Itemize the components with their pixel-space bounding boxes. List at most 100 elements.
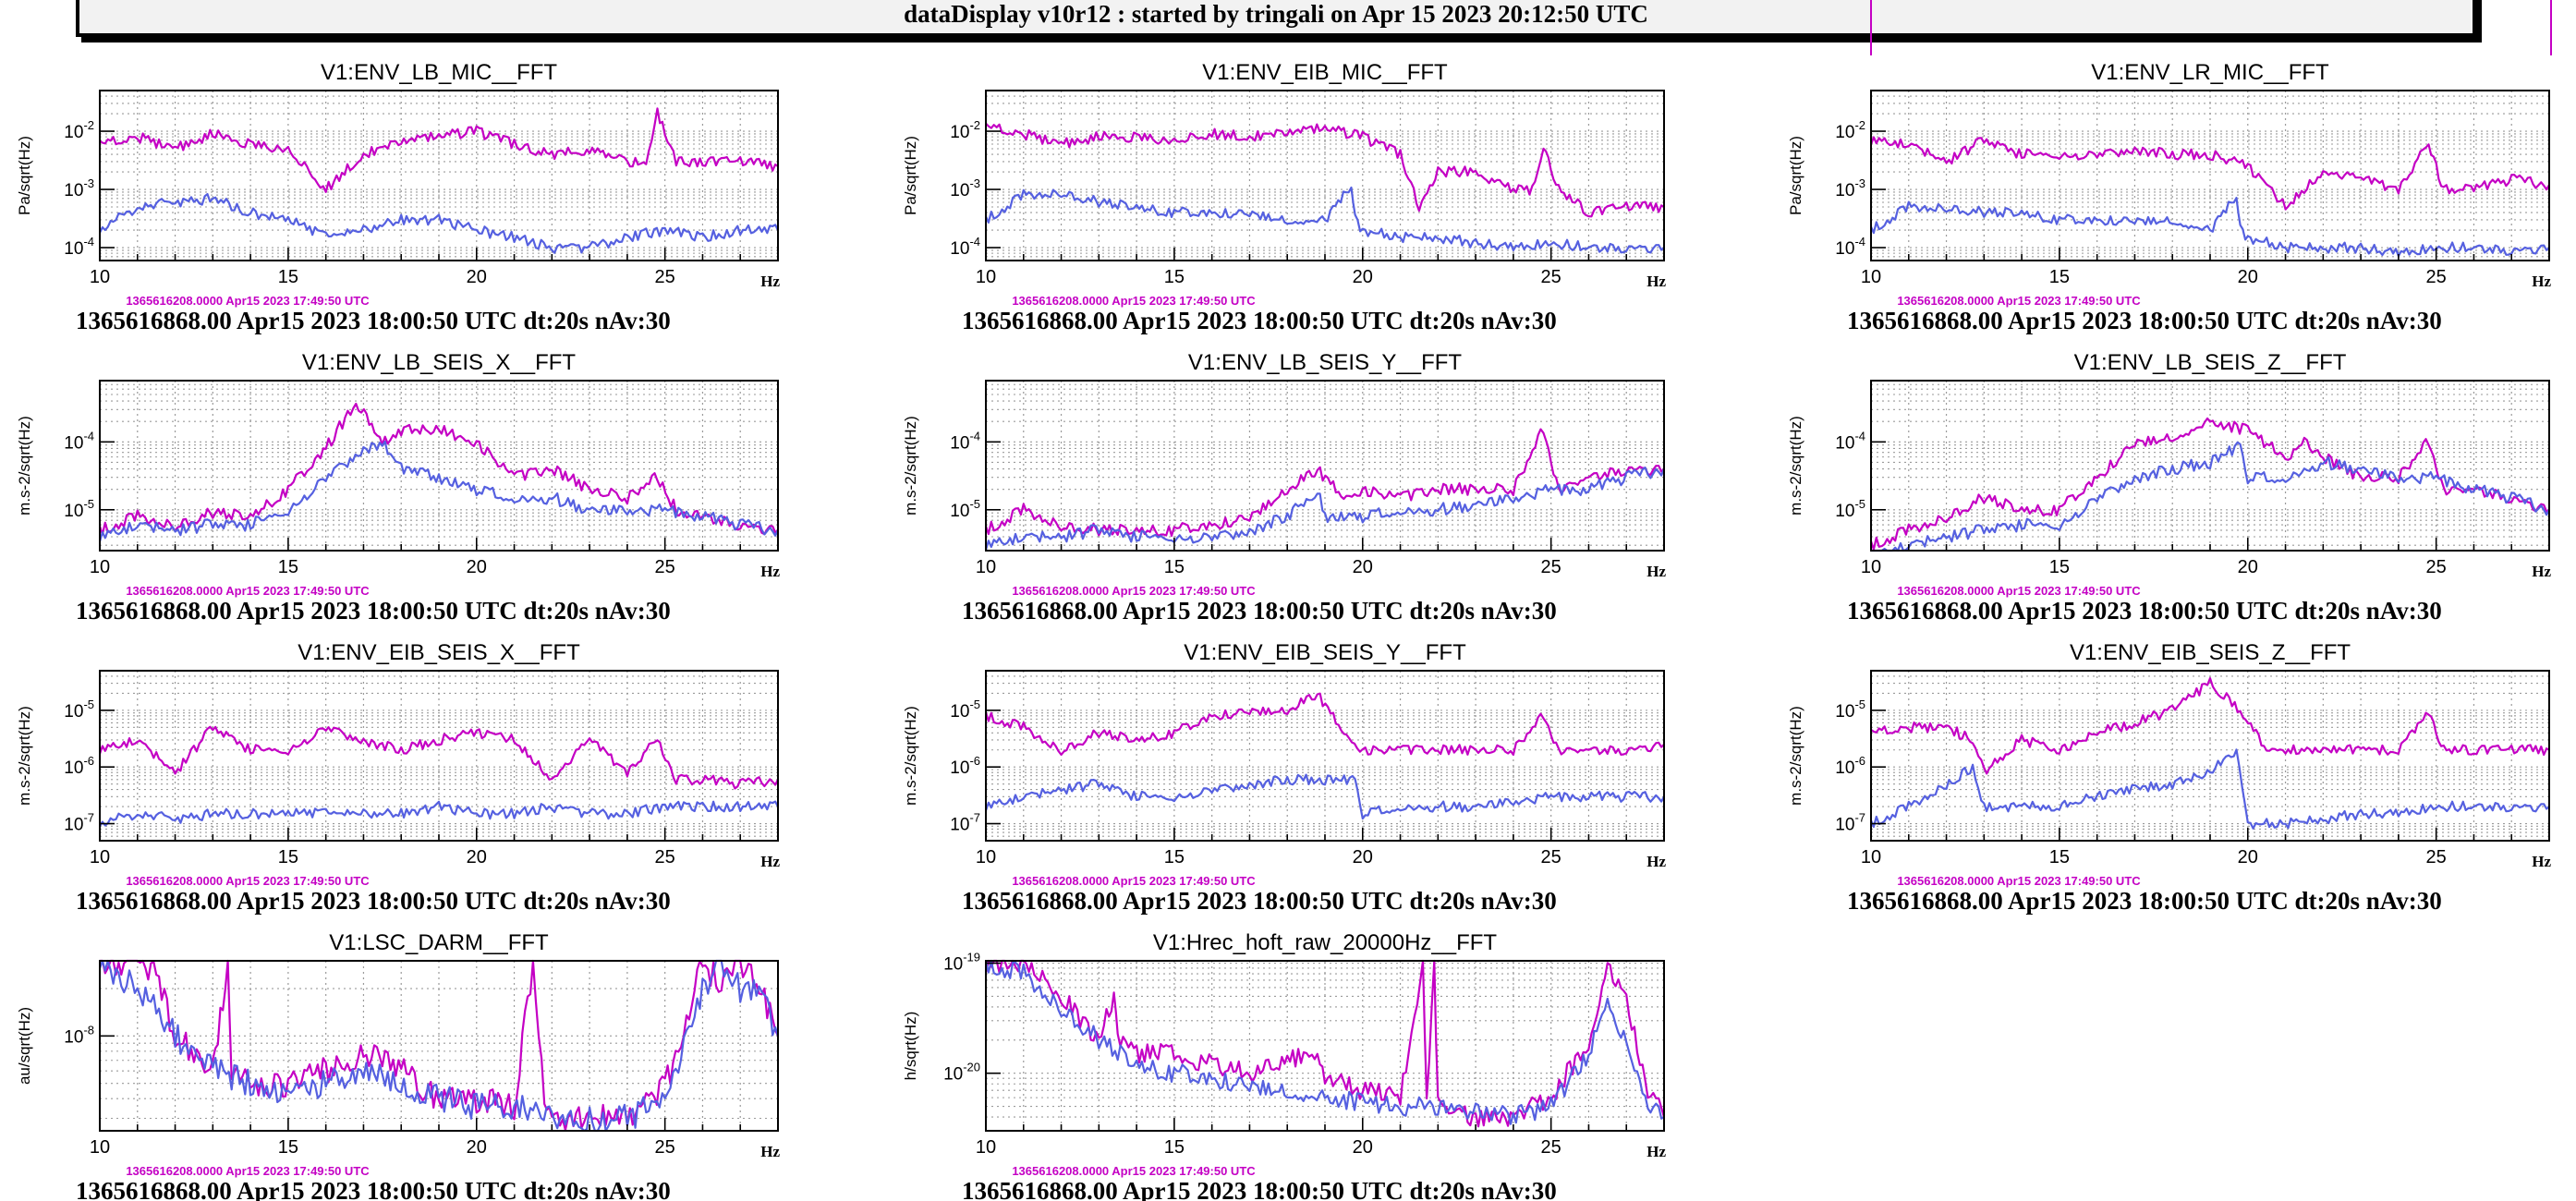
y-tick-label: 10-5 xyxy=(1835,698,1865,722)
y-tick-label: 10-5 xyxy=(64,698,94,722)
footer-timestamp: 1365616868.00 Apr15 2023 18:00:50 UTC dt… xyxy=(962,887,1557,915)
y-axis-label: m.s-2/sqrt(Hz) xyxy=(902,416,919,516)
chart-panel: 10 15 20 25 Hz 10-4 10-5 V1:ENV_LB_SEIS_X__FFTm… xyxy=(16,350,780,625)
series-line-magenta xyxy=(1869,417,2550,551)
reference-timestamp: 1365616208.0000 Apr15 2023 17:49:50 UTC xyxy=(1012,1164,1256,1178)
x-tick-label: 25 xyxy=(655,557,675,577)
footer-timestamp: 1365616868.00 Apr15 2023 18:00:50 UTC dt… xyxy=(1847,887,2442,915)
series-line-blue xyxy=(1869,748,2550,830)
x-tick-label: 10 xyxy=(90,1137,110,1158)
x-tick-label: 15 xyxy=(278,557,298,577)
chart-title: V1:ENV_EIB_SEIS_X__FFT xyxy=(298,640,580,665)
y-axis-label: au/sqrt(Hz) xyxy=(16,1007,33,1085)
series-line-magenta xyxy=(98,402,779,536)
x-tick-label: 15 xyxy=(1164,557,1185,577)
x-tick-label: 10 xyxy=(90,847,110,867)
x-unit-label: Hz xyxy=(760,1143,780,1160)
series-line-blue xyxy=(1871,441,2550,552)
x-tick-label: 15 xyxy=(278,847,298,867)
x-tick-label: 15 xyxy=(2049,847,2070,867)
x-unit-label: Hz xyxy=(1646,1143,1666,1160)
x-tick-label: 25 xyxy=(655,847,675,867)
x-tick-label: 20 xyxy=(467,267,487,287)
x-tick-label: 25 xyxy=(2426,557,2447,577)
y-axis-label: Pa/sqrt(Hz) xyxy=(1787,136,1804,215)
chart-panel: 10 15 20 25 Hz 10-2 10-3 10-4 V1:ENV_LB_MIC__FFT… xyxy=(16,60,780,334)
y-axis-label: Pa/sqrt(Hz) xyxy=(902,136,919,215)
footer-timestamp: 1365616868.00 Apr15 2023 18:00:50 UTC dt… xyxy=(76,887,671,915)
x-unit-label: Hz xyxy=(1646,273,1666,290)
x-tick-label: 25 xyxy=(655,1137,675,1158)
footer-timestamp: 1365616868.00 Apr15 2023 18:00:50 UTC dt… xyxy=(962,597,1557,625)
footer-timestamp: 1365616868.00 Apr15 2023 18:00:50 UTC dt… xyxy=(76,1177,671,1201)
x-tick-label: 10 xyxy=(976,557,996,577)
marker-line-left xyxy=(1870,0,1872,55)
series-line-blue xyxy=(98,440,779,542)
chart-title: V1:ENV_EIB_SEIS_Z__FFT xyxy=(2070,640,2351,665)
y-tick-label: 10-2 xyxy=(950,118,980,142)
series-line-blue xyxy=(98,959,780,1133)
footer-timestamp: 1365616868.00 Apr15 2023 18:00:50 UTC dt… xyxy=(76,597,671,625)
x-unit-label: Hz xyxy=(760,563,780,580)
series-line-blue xyxy=(984,959,1665,1125)
footer-timestamp: 1365616868.00 Apr15 2023 18:00:50 UTC dt… xyxy=(962,307,1557,334)
chart-panel: 10 15 20 25 Hz 10-5 10-6 10-7 V1:ENV_EIB_SEIS_Z_… xyxy=(1787,640,2551,915)
y-axis-label: m.s-2/sqrt(Hz) xyxy=(1787,706,1804,806)
chart-panel: 10 15 20 25 Hz 10-8 V1:LSC_DARM__FFT au/sqrt(Hz… xyxy=(16,930,780,1201)
x-unit-label: Hz xyxy=(1646,563,1666,580)
chart-panel: 10 15 20 25 Hz 10-5 10-6 10-7 V1:ENV_EIB_SEIS_X_… xyxy=(16,640,780,915)
series-line-magenta xyxy=(985,122,1665,218)
series-line-blue xyxy=(984,467,1666,551)
reference-timestamp: 1365616208.0000 Apr15 2023 17:49:50 UTC xyxy=(126,294,370,308)
reference-timestamp: 1365616208.0000 Apr15 2023 17:49:50 UTC xyxy=(1012,294,1256,308)
y-tick-label: 10-2 xyxy=(64,118,94,142)
chart-panel: 10 15 20 25 Hz 10-2 10-3 10-4 V1:ENV_LR_MIC__FFT… xyxy=(1787,60,2551,334)
y-tick-label: 10-7 xyxy=(950,811,980,835)
chart-title: V1:ENV_LB_SEIS_Z__FFT xyxy=(2074,350,2347,375)
y-tick-label: 10-6 xyxy=(1835,754,1865,778)
x-tick-label: 15 xyxy=(278,267,298,287)
y-tick-label: 10-6 xyxy=(950,754,980,778)
series-line-magenta xyxy=(100,959,779,1132)
series-line-magenta xyxy=(1870,677,2550,775)
reference-timestamp: 1365616208.0000 Apr15 2023 17:49:50 UTC xyxy=(126,874,370,888)
footer-timestamp: 1365616868.00 Apr15 2023 18:00:50 UTC dt… xyxy=(1847,597,2442,625)
footer-timestamp: 1365616868.00 Apr15 2023 18:00:50 UTC dt… xyxy=(1847,307,2442,334)
x-tick-label: 25 xyxy=(1541,557,1561,577)
chart-panel: 10 15 20 25 Hz 10-4 10-5 V1:ENV_LB_SEIS_Y__FFTm… xyxy=(902,350,1666,625)
x-tick-label: 20 xyxy=(1353,557,1373,577)
y-tick-label: 10-7 xyxy=(64,811,94,835)
reference-timestamp: 1365616208.0000 Apr15 2023 17:49:50 UTC xyxy=(126,584,370,598)
reference-timestamp: 1365616208.0000 Apr15 2023 17:49:50 UTC xyxy=(1897,584,2141,598)
x-tick-label: 20 xyxy=(2238,557,2258,577)
x-tick-label: 20 xyxy=(1353,1137,1373,1158)
footer-timestamp: 1365616868.00 Apr15 2023 18:00:50 UTC dt… xyxy=(962,1177,1557,1201)
series-line-blue xyxy=(984,773,1665,820)
x-tick-label: 10 xyxy=(976,1137,996,1158)
y-tick-label: 10-7 xyxy=(1835,811,1865,835)
x-tick-label: 10 xyxy=(976,847,996,867)
chart-title: V1:ENV_LB_SEIS_Y__FFT xyxy=(1188,350,1462,375)
x-tick-label: 20 xyxy=(467,557,487,577)
y-tick-label: 10-5 xyxy=(64,497,94,521)
series-line-magenta xyxy=(98,725,779,790)
series-line-magenta xyxy=(984,959,1666,1128)
series-line-magenta xyxy=(99,107,779,193)
y-axis-label: h/sqrt(Hz) xyxy=(902,1012,919,1081)
x-tick-label: 15 xyxy=(1164,267,1185,287)
chart-title: V1:ENV_EIB_MIC__FFT xyxy=(1202,60,1448,85)
reference-timestamp: 1365616208.0000 Apr15 2023 17:49:50 UTC xyxy=(1897,294,2141,308)
banner-title: dataDisplay v10r12 : started by tringali… xyxy=(904,0,1648,28)
chart-title: V1:ENV_EIB_SEIS_Y__FFT xyxy=(1184,640,1466,665)
reference-timestamp: 1365616208.0000 Apr15 2023 17:49:50 UTC xyxy=(126,1164,370,1178)
y-tick-label: 10-4 xyxy=(64,235,94,259)
y-tick-label: 10-5 xyxy=(950,497,980,521)
marker-line-right xyxy=(2550,0,2552,55)
chart-panel: 10 15 20 25 Hz 10-2 10-3 10-4 V1:ENV_EIB_MIC__FF… xyxy=(902,60,1666,334)
y-tick-label: 10-6 xyxy=(64,754,94,778)
y-axis-label: Pa/sqrt(Hz) xyxy=(16,136,33,215)
x-tick-label: 25 xyxy=(1541,1137,1561,1158)
reference-timestamp: 1365616208.0000 Apr15 2023 17:49:50 UTC xyxy=(1012,584,1256,598)
chart-title: V1:ENV_LR_MIC__FFT xyxy=(2091,60,2329,85)
